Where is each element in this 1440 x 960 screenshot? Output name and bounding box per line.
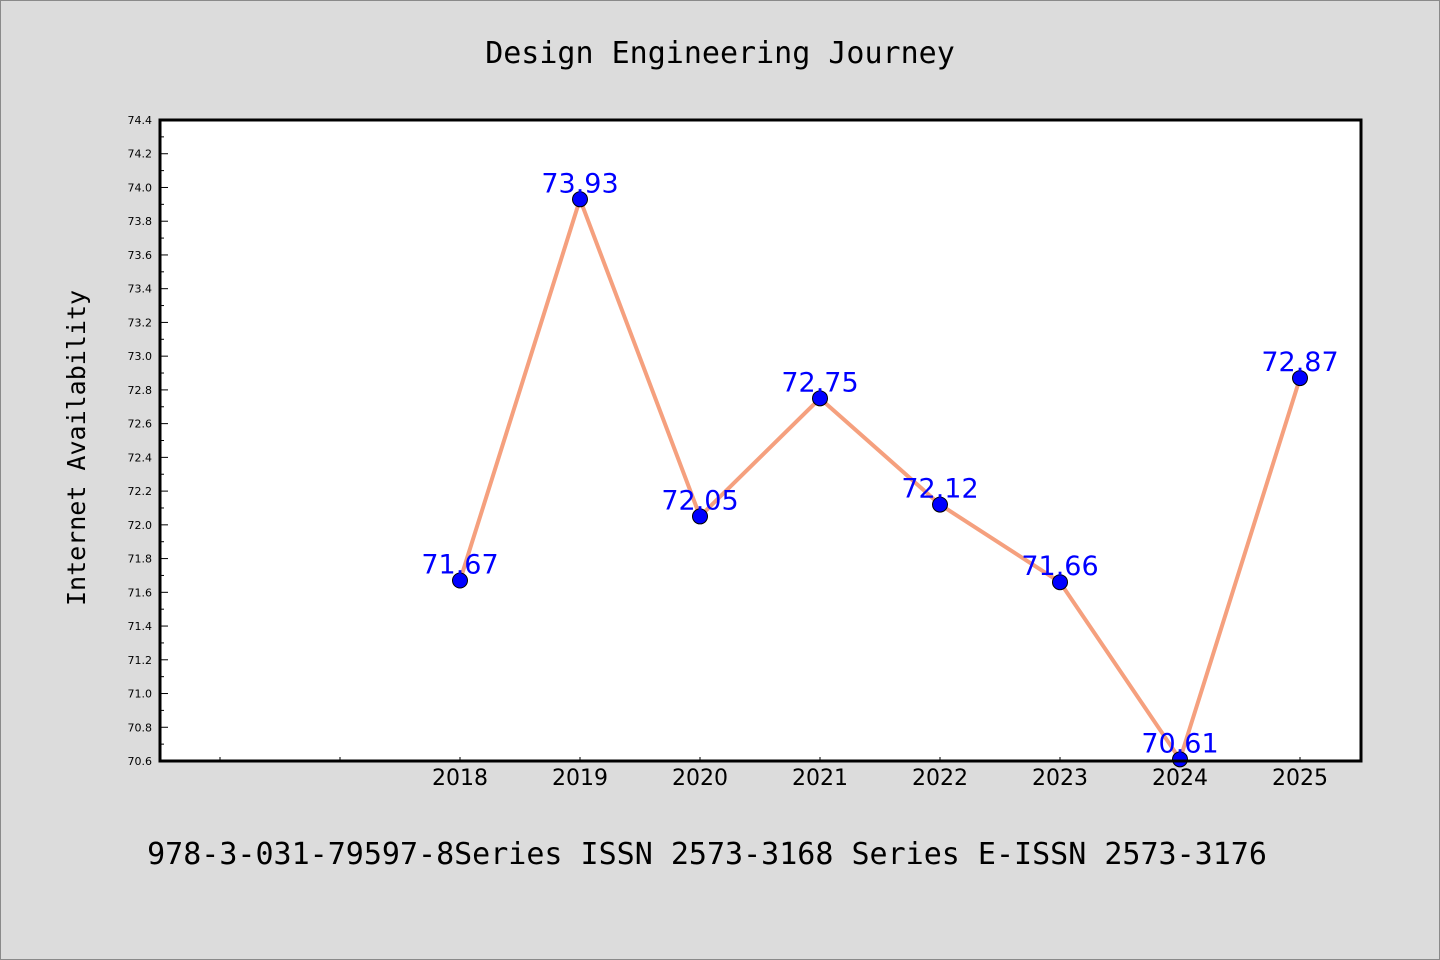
x-tick-label: 2024 (1152, 766, 1208, 791)
y-tick-label: 73.2 (128, 316, 153, 329)
axis-ticks: 70.6 70.8 71.0 71.2 71.4 71.6 71.8 72.0 72.2 72.4… (128, 114, 1329, 791)
series-line-layer (458, 197, 1302, 762)
y-tick-label: 72.4 (128, 451, 153, 464)
y-tick-label: 71.8 (128, 553, 153, 566)
x-tick-label: 2018 (432, 766, 488, 791)
x-tick-label: 2019 (552, 766, 608, 791)
x-tick-label: 2022 (912, 766, 968, 791)
y-tick-label: 73.6 (128, 249, 153, 262)
plot-area (160, 120, 1361, 761)
data-label: 72.12 (901, 474, 978, 505)
data-point (812, 390, 828, 407)
y-tick-label: 71.0 (128, 688, 153, 701)
y-tick-label: 73.4 (128, 283, 153, 296)
data-label: 72.75 (781, 367, 858, 398)
data-label: 73.93 (541, 168, 618, 199)
data-label: 72.05 (661, 485, 738, 516)
y-tick-label: 70.8 (128, 721, 153, 734)
y-tick-label: 74.0 (128, 181, 153, 194)
y-tick-label: 72.6 (128, 418, 153, 431)
x-tick-label: 2021 (792, 766, 848, 791)
y-tick-label: 71.6 (128, 586, 153, 599)
y-tick-label: 70.6 (128, 755, 153, 768)
y-tick-label: 74.2 (128, 148, 153, 161)
y-tick-label: 73.0 (128, 350, 153, 363)
series-line-segment (698, 396, 822, 519)
series-line-segment (458, 197, 582, 583)
x-tick-label: 2020 (672, 766, 728, 791)
data-point (1052, 574, 1068, 591)
data-point (572, 191, 588, 208)
marker-layer (452, 191, 1308, 768)
data-label: 71.67 (421, 550, 498, 581)
data-label: 72.87 (1261, 347, 1338, 378)
data-label-layer: 71.67 73.93 72.05 72.75 72.12 71.66 70.61 72.87 (421, 168, 1338, 759)
data-point (1292, 370, 1308, 387)
data-point (1172, 751, 1188, 768)
data-label: 71.66 (1021, 551, 1098, 582)
x-tick-label: 2025 (1272, 766, 1328, 791)
series-line-segment (818, 396, 942, 507)
y-tick-label: 71.2 (128, 654, 153, 667)
data-label: 70.61 (1141, 728, 1218, 759)
series-line-segment (578, 197, 702, 519)
series-line-segment (1058, 580, 1182, 762)
series-line-segment (1178, 376, 1302, 762)
y-tick-label: 72.8 (128, 384, 153, 397)
caption: 978-3-031-79597-8Series ISSN 2573-3168 S… (147, 837, 1267, 872)
chart-title: Design Engineering Journey (485, 36, 955, 71)
y-tick-label: 73.8 (128, 215, 153, 228)
plot-frame (158, 118, 1363, 763)
y-axis-label: Internet Availability (62, 290, 91, 606)
data-point (932, 496, 948, 513)
series-line-segment (938, 502, 1062, 585)
y-tick-label: 72.2 (128, 485, 153, 498)
data-point (452, 572, 468, 589)
data-point (692, 508, 708, 525)
y-tick-label: 74.4 (128, 114, 153, 127)
y-tick-label: 72.0 (128, 519, 153, 532)
x-tick-label: 2023 (1032, 766, 1088, 791)
y-tick-label: 71.4 (128, 620, 153, 633)
